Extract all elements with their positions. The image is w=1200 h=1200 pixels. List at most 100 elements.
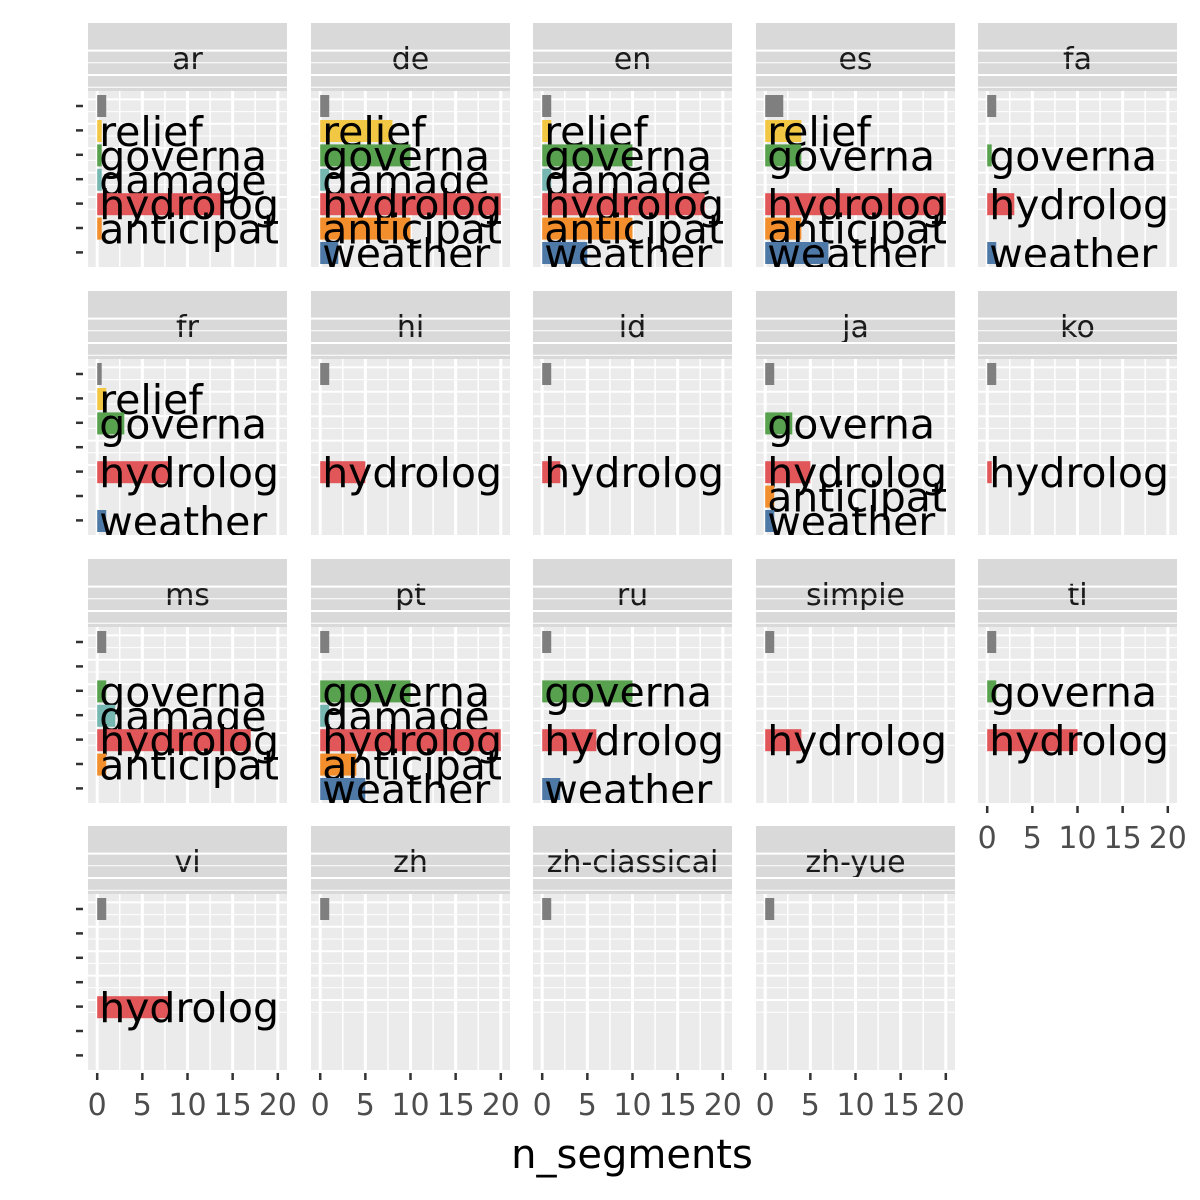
x-tick-label: 15 [659,1088,697,1123]
facet-strip-label: zh [393,845,428,880]
bar-blank [765,363,775,385]
bar-blank [97,95,107,117]
bar-weather [542,778,561,800]
panel-marks: hydrolog [320,363,502,497]
x-axis: 0 5 10 15 20 [978,806,1187,856]
x-tick-label: 5 [356,1088,375,1123]
bar-label-weather: weather [544,766,712,814]
facet-strip [311,559,510,627]
facet-strip [756,291,955,359]
facet-panel-zh-classical: zh-classical 0 5 10 15 20 [533,826,742,1123]
facet-panel-simple: simple hydrolog [756,559,955,803]
bar-weather [97,510,107,532]
bar-blank [542,631,552,653]
x-tick-label: 10 [613,1088,651,1123]
x-tick-label: 15 [882,1088,920,1123]
x-tick-label: 5 [578,1088,597,1123]
bar-label-anticipat: anticipat [99,206,279,254]
panel-marks [765,898,775,920]
facet-strip [533,559,732,627]
panel-marks: reliefgovernadamagehydrologanticipatweat… [542,95,724,267]
bar-blank [765,631,775,653]
bar-label-governa: governa [989,668,1157,716]
bar-hydrolog [542,461,561,484]
bar-label-weather: weather [322,766,490,814]
bar-hydrolog [97,996,170,1019]
x-tick-label: 15 [437,1088,475,1123]
facet-strip [88,559,287,627]
x-tick-label: 20 [704,1088,742,1123]
bar-blank [987,95,997,117]
bar-label-hydrolog: hydrolog [99,717,279,765]
x-tick-label: 5 [133,1088,152,1123]
bar-label-hydrolog: hydrolog [989,449,1169,497]
panel-marks: hydrolog [765,631,947,765]
bar-weather [320,242,339,264]
bar-anticipat [97,753,107,776]
facet-strip [756,23,955,91]
facet-strip [533,23,732,91]
panel-marks: hydrolog [97,898,279,1032]
x-tick-label: 20 [1149,821,1187,856]
bar-damage [97,168,102,191]
bar-label-governa: governa [99,668,267,716]
bar-governa [765,412,793,435]
bar-hydrolog [97,193,224,216]
facet-strip-label: vi [174,845,200,880]
bar-hydrolog [765,461,811,484]
panel-grid [756,49,955,267]
bar-hydrolog [320,729,501,752]
x-axis-title: n_segments [511,1132,753,1178]
facet-strip-label: ko [1060,310,1095,345]
bar-blank [765,898,775,920]
facet-strip-label: ja [841,310,869,345]
x-axis: 0 5 10 15 20 [88,1073,297,1123]
x-tick-label: 5 [801,1088,820,1123]
bar-label-weather: weather [99,498,267,546]
bar-governa [542,144,633,167]
bar-hydrolog [765,729,802,752]
facet-strip-label: ru [617,578,648,613]
bar-label-hydrolog: hydrolog [544,449,724,497]
bar-relief [97,388,107,410]
facet-strip [978,291,1177,359]
x-tick-label: 0 [311,1088,330,1123]
bar-label-hydrolog: hydrolog [99,984,279,1032]
x-tick-label: 15 [214,1088,252,1123]
facet-strip [311,826,510,894]
bar-label-governa: governa [99,400,267,448]
facet-strip-label: ar [172,42,203,77]
bar-label-governa: governa [767,400,935,448]
bar-label-relief: relief [99,108,204,156]
facet-strip-label: ms [165,578,210,613]
x-tick-label: 0 [533,1088,552,1123]
bar-hydrolog [97,461,170,484]
panel-grid [533,317,732,535]
panel-grid [978,317,1177,535]
bar-weather [987,242,997,264]
bar-label-hydrolog: hydrolog [767,449,947,497]
facet-strip [533,826,732,894]
bar-relief [542,120,552,142]
facet-strip-label: de [392,42,430,77]
bar-damage [97,704,116,727]
bar-anticipat [542,217,633,240]
bar-hydrolog [320,193,501,216]
panel-grid [756,852,955,1070]
facet-strip [978,559,1177,627]
facet-panel-en: en reliefgovernadamagehydrologanticipatwe… [533,23,732,267]
bar-hydrolog [765,193,946,216]
panel-grid [533,852,732,1070]
x-axis: 0 5 10 15 20 [756,1073,965,1123]
bar-governa [97,412,125,435]
x-tick-label: 5 [1023,821,1042,856]
bar-label-governa: governa [544,132,712,180]
bar-blank [97,631,107,653]
panel-marks: reliefgovernadamagehydrologanticipatweat… [320,95,502,267]
bar-label-governa: governa [322,132,490,180]
